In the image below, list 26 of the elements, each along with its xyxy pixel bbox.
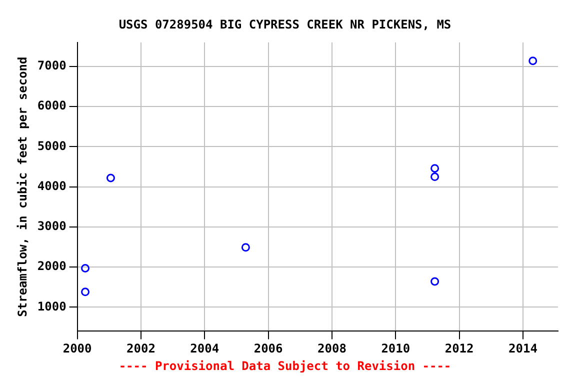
x-tick-label: 2006 — [254, 342, 283, 356]
y-tick-label: 3000 — [37, 219, 66, 234]
point — [430, 277, 440, 286]
point — [528, 56, 538, 66]
y-tick-label: 7000 — [37, 58, 66, 73]
x-tick-label: 2008 — [318, 342, 346, 356]
x-tick-label: 2002 — [126, 342, 156, 356]
y-tick-label: 4000 — [37, 178, 66, 193]
y-tick-label: 1000 — [37, 299, 66, 314]
text: ---- Provisional Data Subject to Revision ---- — [118, 358, 452, 373]
point — [430, 164, 440, 173]
y-tick-label: 2000 — [37, 259, 66, 274]
point — [106, 174, 115, 182]
x-tick-label: 2004 — [190, 342, 220, 356]
x-tick-label: 2014 — [508, 342, 538, 356]
chart-title: USGS 07289504 BIG CYPRESS CREEK NR PICKENS, MS — [118, 17, 452, 32]
x-tick-label: 2000 — [62, 342, 92, 356]
y-tick-label: 5000 — [37, 138, 66, 153]
y-axis-title: Streamflow, in cubic feet per second — [15, 56, 30, 317]
x-tick-label: 2010 — [381, 342, 410, 356]
point — [81, 264, 90, 272]
y-tick-label: 6000 — [37, 98, 66, 113]
point — [241, 243, 250, 252]
x-tick-label: 2012 — [444, 342, 474, 356]
point — [430, 172, 440, 182]
point — [81, 288, 90, 296]
